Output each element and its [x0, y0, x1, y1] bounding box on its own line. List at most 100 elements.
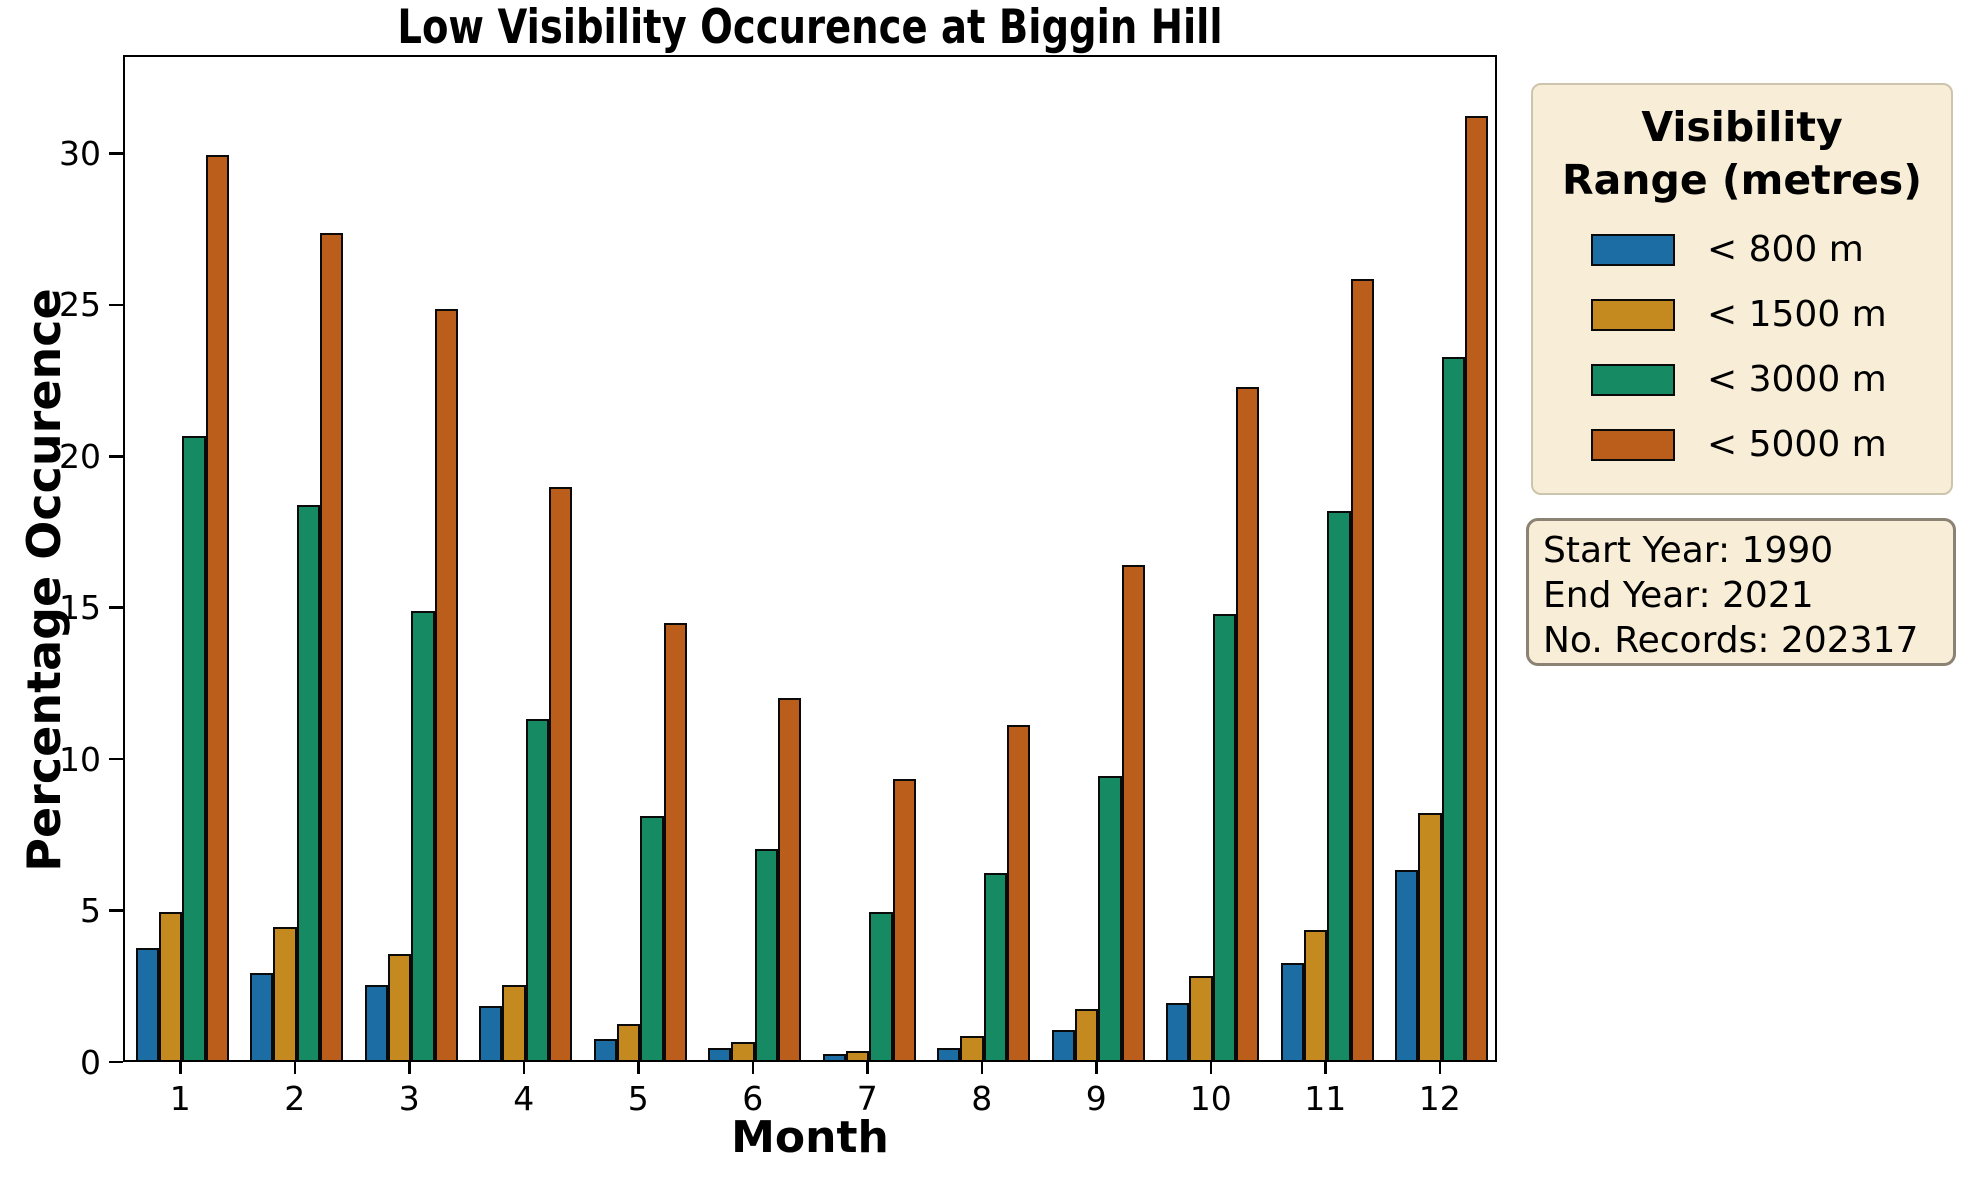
bar-month-9-800m: [1051, 1029, 1075, 1060]
legend-swatch-5000m-icon: [1591, 428, 1675, 461]
x-tick-mark: [980, 1062, 983, 1074]
bar-month-12-800m: [1395, 869, 1419, 1060]
x-tick-label-month-10: 10: [1189, 1079, 1232, 1118]
x-tick-mark: [1095, 1062, 1098, 1074]
y-axis-label: Percentage Occurence: [17, 288, 71, 872]
bar-group-month-7: [812, 57, 927, 1060]
x-tick-label-month-9: 9: [1085, 1079, 1107, 1118]
x-tick-label-month-5: 5: [627, 1079, 649, 1118]
bar-month-11-1500m: [1303, 930, 1328, 1060]
bar-month-5-5000m: [663, 622, 687, 1060]
x-tick-label-month-12: 12: [1418, 1079, 1461, 1118]
x-tick-mark: [1324, 1062, 1327, 1074]
x-tick-mark: [1438, 1062, 1441, 1074]
bar-month-10-5000m: [1236, 387, 1260, 1060]
bar-group-month-10: [1156, 57, 1271, 1060]
bar-month-10-3000m: [1212, 613, 1237, 1060]
y-tick-label: 20: [59, 436, 101, 476]
legend-swatch-3000m-icon: [1591, 363, 1675, 396]
y-tick-mark: [109, 909, 123, 912]
legend-label-1500m: < 1500 m: [1707, 294, 1887, 335]
bar-month-4-3000m: [525, 719, 550, 1060]
legend-title-line1: Visibility: [1641, 103, 1843, 151]
bar-month-9-5000m: [1121, 565, 1145, 1060]
y-tick-label: 10: [59, 739, 101, 779]
bar-month-1-3000m: [182, 435, 206, 1060]
x-tick-mark: [179, 1062, 182, 1074]
x-tick-label-month-7: 7: [856, 1079, 878, 1118]
x-tick-mark: [408, 1062, 411, 1074]
legend-row: < 1500 m: [1533, 282, 1951, 347]
legend-row: < 3000 m: [1533, 347, 1951, 412]
bar-group-month-12: [1385, 57, 1500, 1060]
bar-month-4-1500m: [502, 984, 526, 1060]
bar-group-month-9: [1041, 57, 1156, 1060]
x-tick-label-month-8: 8: [971, 1079, 993, 1118]
bar-month-7-800m: [822, 1053, 846, 1060]
bar-month-6-800m: [708, 1047, 732, 1060]
info-num-records: No. Records: 202317: [1543, 620, 1919, 661]
bar-month-4-800m: [479, 1005, 503, 1060]
y-tick-mark: [109, 152, 123, 155]
bar-month-6-1500m: [731, 1041, 755, 1060]
legend-title: Visibility Range (metres): [1533, 101, 1951, 207]
y-tick-label: 0: [80, 1042, 101, 1082]
x-tick-mark: [293, 1062, 296, 1074]
bar-month-7-5000m: [892, 779, 916, 1060]
x-tick-mark: [866, 1062, 869, 1074]
x-tick-label-month-1: 1: [169, 1079, 191, 1118]
y-tick-label: 30: [59, 133, 101, 173]
x-tick-mark: [637, 1062, 640, 1074]
chart-title: Low Visibility Occurence at Biggin Hill: [397, 0, 1223, 55]
y-tick-mark: [109, 1060, 123, 1064]
bar-month-9-1500m: [1074, 1008, 1099, 1060]
bar-month-2-800m: [250, 972, 274, 1060]
x-tick-label-month-4: 4: [513, 1079, 535, 1118]
bar-month-6-3000m: [754, 848, 779, 1060]
bar-group-month-11: [1270, 57, 1385, 1060]
x-tick-mark: [751, 1062, 754, 1074]
plot-area: [123, 55, 1497, 1062]
x-tick-label-month-11: 11: [1304, 1079, 1347, 1118]
bar-group-month-6: [698, 57, 813, 1060]
y-tick-mark: [109, 757, 123, 761]
x-tick-mark: [1209, 1062, 1212, 1074]
bar-month-8-3000m: [983, 872, 1008, 1060]
bar-month-1-5000m: [205, 155, 229, 1060]
y-tick-label: 25: [59, 285, 101, 325]
legend-title-line2: Range (metres): [1562, 156, 1922, 204]
bar-month-9-3000m: [1098, 776, 1122, 1060]
y-tick-mark: [109, 455, 123, 458]
info-start-year: Start Year: 1990: [1543, 530, 1834, 571]
bar-month-5-3000m: [640, 815, 664, 1060]
bar-month-11-5000m: [1350, 278, 1374, 1060]
bar-month-1-800m: [135, 948, 159, 1060]
y-tick-label: 5: [80, 891, 101, 931]
bar-month-4-5000m: [549, 486, 573, 1060]
bar-month-12-5000m: [1465, 115, 1489, 1060]
bar-month-8-800m: [937, 1047, 961, 1060]
bar-month-3-5000m: [434, 308, 458, 1060]
bar-month-3-1500m: [387, 954, 412, 1060]
legend-swatch-1500m-icon: [1591, 298, 1675, 331]
bar-month-2-5000m: [320, 233, 344, 1060]
legend-swatch-800m-icon: [1591, 233, 1675, 266]
bar-month-1-1500m: [158, 912, 183, 1060]
bar-month-10-1500m: [1189, 975, 1213, 1060]
legend-label-5000m: < 5000 m: [1707, 424, 1887, 465]
bar-group-month-2: [240, 57, 355, 1060]
legend-label-3000m: < 3000 m: [1707, 359, 1887, 400]
bar-month-12-3000m: [1441, 357, 1466, 1060]
bar-group-month-5: [583, 57, 698, 1060]
bar-group-month-4: [469, 57, 584, 1060]
legend-box: Visibility Range (metres) < 800 m < 1500…: [1531, 83, 1953, 495]
bar-month-7-3000m: [869, 912, 893, 1060]
bar-month-2-3000m: [296, 504, 321, 1060]
y-tick-label: 15: [59, 588, 101, 628]
bar-month-10-800m: [1166, 1002, 1190, 1060]
y-tick-mark: [109, 606, 123, 609]
legend-row: < 5000 m: [1533, 412, 1951, 477]
bar-month-3-3000m: [411, 610, 435, 1060]
bar-month-11-800m: [1280, 963, 1304, 1060]
